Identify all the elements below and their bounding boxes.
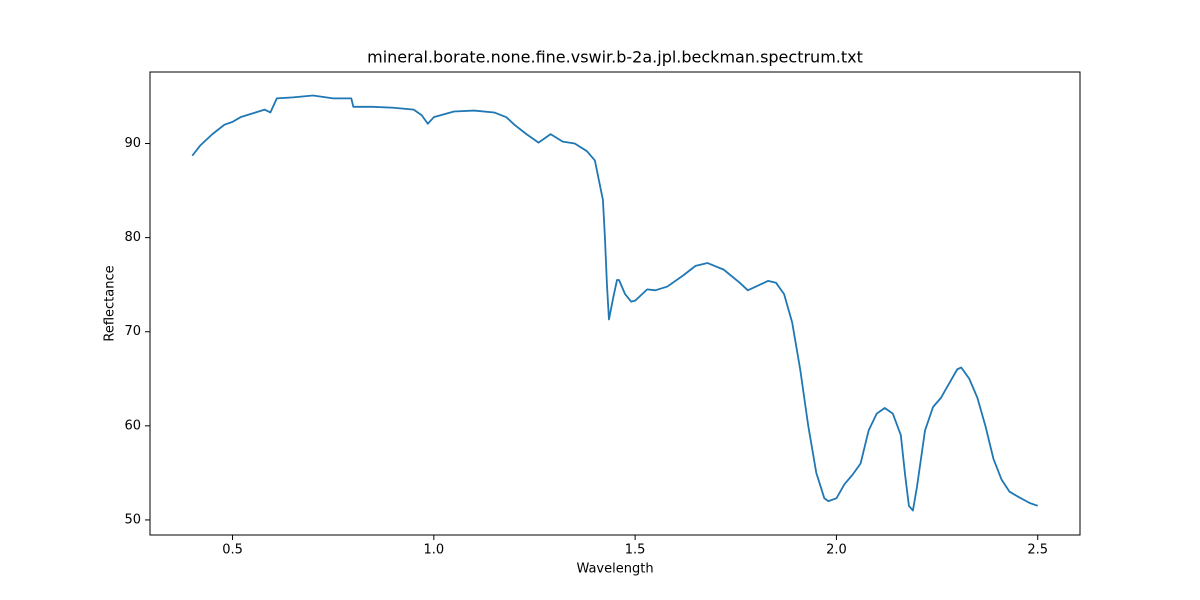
x-tick-label: 0.5 [222, 543, 243, 558]
y-tick-label: 80 [124, 230, 141, 245]
x-tick-label: 1.0 [423, 543, 444, 558]
y-axis-label: Reflectance [103, 265, 118, 341]
x-axis-label: Wavelength [576, 562, 653, 577]
x-tick-label: 1.5 [625, 543, 646, 558]
x-tick-label: 2.0 [826, 543, 847, 558]
chart-title: mineral.borate.none.fine.vswir.b-2a.jpl.… [367, 48, 863, 67]
y-tick-label: 50 [124, 512, 141, 527]
y-tick-label: 70 [124, 324, 141, 339]
line-series [191, 94, 1039, 512]
x-tick-label: 2.5 [1027, 543, 1048, 558]
plot-frame [149, 71, 1081, 536]
y-tick-label: 90 [124, 136, 141, 151]
y-tick-label: 60 [124, 418, 141, 433]
